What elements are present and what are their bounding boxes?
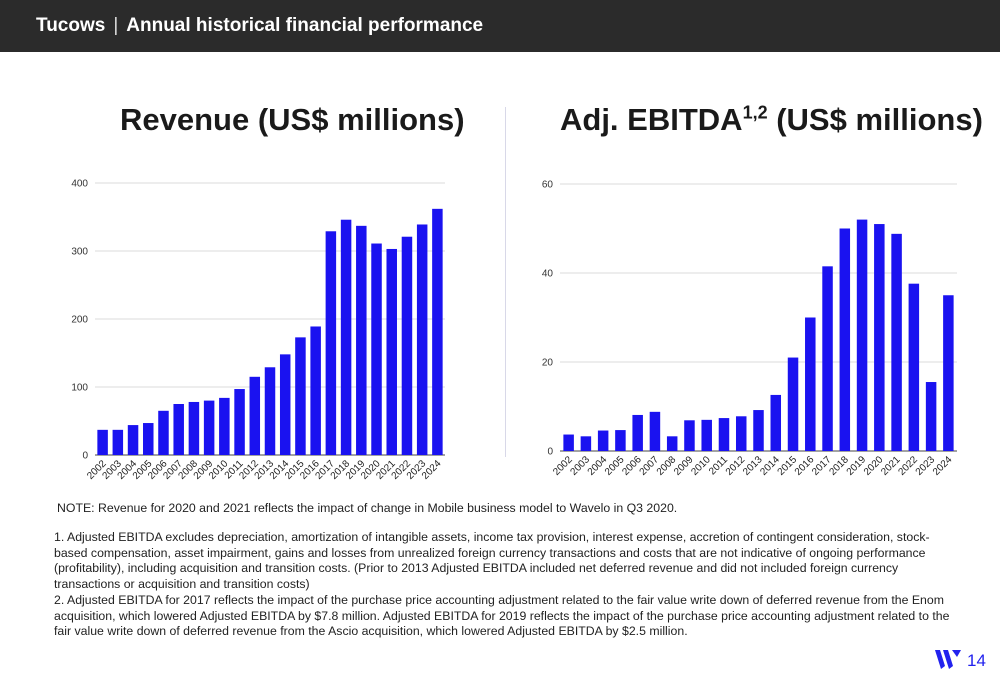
revenue-bar	[432, 208, 443, 455]
ebitda-bar	[580, 436, 592, 451]
ebitda-bar	[563, 434, 574, 451]
revenue-bar	[356, 225, 367, 455]
ebitda-chart-title: Adj. EBITDA1,2 (US$ millions)	[560, 102, 983, 138]
revenue-bar	[249, 376, 261, 455]
revenue-bar	[371, 243, 382, 455]
note-text: NOTE: Revenue for 2020 and 2021 reflects…	[57, 501, 678, 515]
chart-divider	[505, 107, 506, 457]
wavelo-w-logo-icon	[935, 650, 961, 669]
ebitda-bar	[839, 228, 851, 451]
ebitda-bar	[891, 233, 902, 451]
revenue-bar	[279, 354, 291, 455]
revenue-bar	[143, 423, 154, 455]
revenue-bar	[386, 248, 397, 455]
revenue-bar	[203, 400, 215, 455]
revenue-bar	[310, 326, 321, 455]
ebitda-title-main: Adj. EBITDA	[560, 102, 743, 137]
ebitda-bar	[805, 317, 816, 451]
revenue-bar	[127, 425, 139, 455]
ebitda-y-tick-label: 20	[542, 358, 554, 369]
footnote-2: 2. Adjusted EBITDA for 2017 reflects the…	[54, 593, 950, 638]
revenue-bar	[295, 337, 306, 455]
ebitda-y-tick-label: 60	[542, 180, 554, 191]
ebitda-bar	[666, 436, 678, 451]
header-separator: |	[113, 15, 119, 36]
ebitda-title-suffix: (US$ millions)	[767, 102, 983, 137]
footnote-1: 1. Adjusted EBITDA excludes depreciation…	[54, 530, 930, 591]
revenue-bar	[401, 236, 413, 455]
ebitda-bar	[701, 419, 712, 451]
page-title: Annual historical financial performance	[126, 15, 484, 36]
ebitda-bar	[787, 357, 799, 451]
revenue-bar	[158, 410, 169, 455]
revenue-y-tick-label: 200	[71, 315, 88, 326]
ebitda-bar	[684, 420, 695, 451]
revenue-bar	[416, 224, 428, 455]
page-number: 14	[967, 651, 986, 670]
ebitda-x-tick-label: 2024	[931, 454, 955, 478]
revenue-bar	[173, 404, 184, 455]
ebitda-bar	[649, 411, 661, 451]
revenue-chart-title: Revenue (US$ millions)	[120, 102, 465, 137]
ebitda-bar	[822, 266, 833, 451]
revenue-bar	[219, 397, 230, 455]
ebitda-bar	[632, 414, 643, 451]
ebitda-bar	[770, 394, 782, 451]
ebitda-bar	[856, 219, 868, 451]
ebitda-bar	[718, 418, 730, 451]
revenue-bar	[325, 231, 337, 455]
revenue-bar	[234, 389, 245, 455]
revenue-bar	[112, 429, 124, 455]
revenue-bar	[264, 367, 276, 455]
header-bar: Tucows | Annual historical financial per…	[0, 0, 1000, 52]
ebitda-bar	[925, 382, 937, 451]
ebitda-y-tick-label: 40	[542, 269, 554, 280]
revenue-bar	[97, 429, 108, 455]
revenue-y-tick-label: 300	[71, 247, 88, 258]
ebitda-bar	[943, 295, 954, 451]
ebitda-bar	[874, 224, 885, 451]
brand-name: Tucows	[36, 15, 106, 36]
revenue-bar	[340, 219, 352, 455]
revenue-bar	[188, 401, 200, 455]
ebitda-y-tick-label: 0	[547, 447, 553, 458]
revenue-y-tick-label: 400	[71, 179, 88, 190]
ebitda-bar	[908, 283, 920, 451]
revenue-y-tick-label: 100	[71, 383, 88, 394]
revenue-y-tick-label: 0	[82, 451, 88, 462]
ebitda-title-superscript: 1,2	[742, 102, 768, 123]
ebitda-bar	[753, 410, 764, 451]
ebitda-bar	[615, 430, 626, 451]
ebitda-bar	[735, 416, 747, 451]
ebitda-bar	[597, 430, 609, 451]
